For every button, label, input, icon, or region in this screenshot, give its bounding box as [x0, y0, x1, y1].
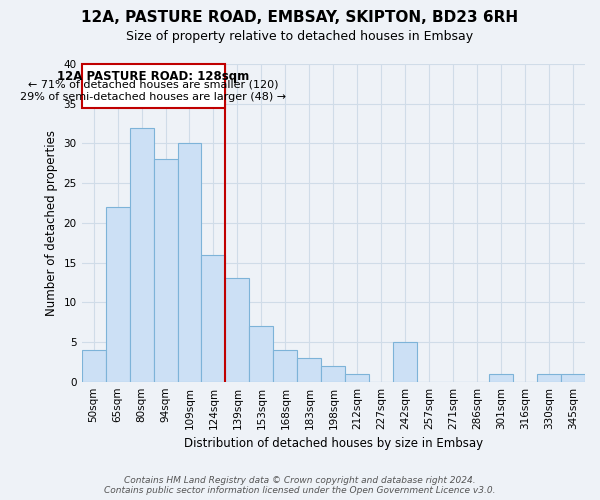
- Text: Size of property relative to detached houses in Embsay: Size of property relative to detached ho…: [127, 30, 473, 43]
- Bar: [346, 374, 369, 382]
- FancyBboxPatch shape: [82, 64, 226, 108]
- Bar: [274, 350, 298, 382]
- Text: 29% of semi-detached houses are larger (48) →: 29% of semi-detached houses are larger (…: [20, 92, 287, 102]
- Bar: [178, 144, 202, 382]
- Bar: [393, 342, 417, 382]
- Bar: [298, 358, 322, 382]
- Text: 12A PASTURE ROAD: 128sqm: 12A PASTURE ROAD: 128sqm: [58, 70, 250, 82]
- Bar: [202, 254, 226, 382]
- Bar: [322, 366, 346, 382]
- Text: ← 71% of detached houses are smaller (120): ← 71% of detached houses are smaller (12…: [28, 80, 279, 90]
- Bar: [130, 128, 154, 382]
- Text: Contains HM Land Registry data © Crown copyright and database right 2024.
Contai: Contains HM Land Registry data © Crown c…: [104, 476, 496, 495]
- Y-axis label: Number of detached properties: Number of detached properties: [45, 130, 58, 316]
- X-axis label: Distribution of detached houses by size in Embsay: Distribution of detached houses by size …: [184, 437, 483, 450]
- Bar: [226, 278, 250, 382]
- Bar: [106, 207, 130, 382]
- Bar: [537, 374, 561, 382]
- Bar: [561, 374, 585, 382]
- Bar: [82, 350, 106, 382]
- Bar: [154, 160, 178, 382]
- Bar: [489, 374, 513, 382]
- Bar: [250, 326, 274, 382]
- Text: 12A, PASTURE ROAD, EMBSAY, SKIPTON, BD23 6RH: 12A, PASTURE ROAD, EMBSAY, SKIPTON, BD23…: [82, 10, 518, 25]
